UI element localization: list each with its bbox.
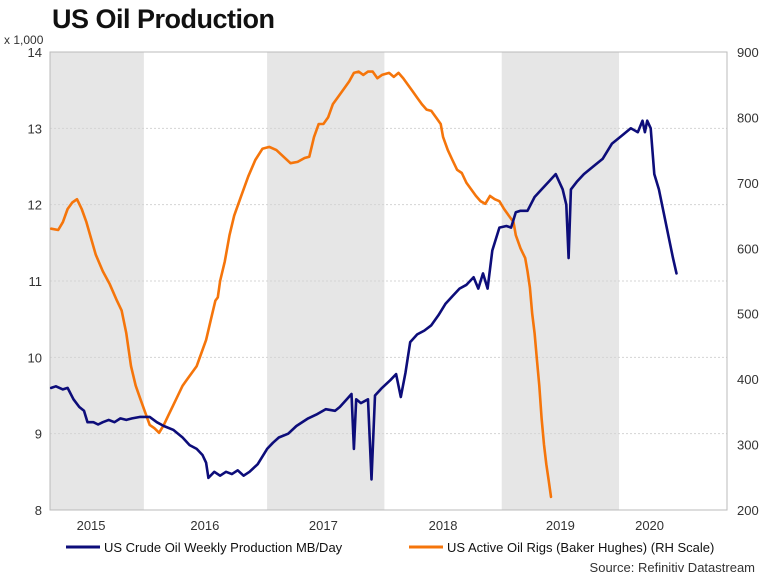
left-tick-label-5: 13	[28, 121, 42, 136]
right-axis: 200 300 400 500 600 700 800 900	[737, 45, 759, 518]
x-tick-label-2015: 2015	[77, 518, 106, 533]
series-line-production	[49, 119, 678, 481]
x-axis: 2015 2016 2017 2018 2019 2020	[77, 518, 664, 533]
series-layer	[49, 70, 678, 499]
left-tick-label-1: 9	[35, 427, 42, 442]
x-tick-label-2019: 2019	[546, 518, 575, 533]
right-tick-label-6: 800	[737, 110, 759, 125]
left-axis: 8 9 10 11 12 13 14	[28, 45, 42, 518]
legend-label-production: US Crude Oil Weekly Production MB/Day	[104, 540, 343, 555]
x-tick-label-2016: 2016	[190, 518, 219, 533]
grid-layer	[50, 127, 727, 435]
left-tick-label-2: 10	[28, 350, 42, 365]
right-tick-label-1: 300	[737, 438, 759, 453]
legend-label-rigs: US Active Oil Rigs (Baker Hughes) (RH Sc…	[447, 540, 714, 555]
left-tick-label-6: 14	[28, 45, 42, 60]
series-line-rigs	[49, 70, 553, 499]
left-tick-label-3: 11	[29, 274, 43, 289]
right-tick-label-4: 600	[737, 241, 759, 256]
right-tick-label-2: 400	[737, 372, 759, 387]
x-tick-label-2020: 2020	[635, 518, 664, 533]
left-tick-label-0: 8	[35, 503, 42, 518]
legend: US Crude Oil Weekly Production MB/Day US…	[66, 540, 714, 555]
right-tick-label-3: 500	[737, 307, 759, 322]
right-tick-label-5: 700	[737, 176, 759, 191]
x-tick-label-2018: 2018	[429, 518, 458, 533]
source-note: Source: Refinitiv Datastream	[590, 560, 755, 575]
x-tick-label-2017: 2017	[309, 518, 338, 533]
shaded-year-band-0	[50, 52, 144, 510]
right-tick-label-7: 900	[737, 45, 759, 60]
left-tick-label-4: 12	[28, 198, 42, 213]
plot-border	[49, 51, 728, 511]
chart-title: US Oil Production	[52, 4, 275, 34]
left-axis-unit-label: x 1,000	[4, 33, 44, 47]
right-tick-label-0: 200	[737, 503, 759, 518]
